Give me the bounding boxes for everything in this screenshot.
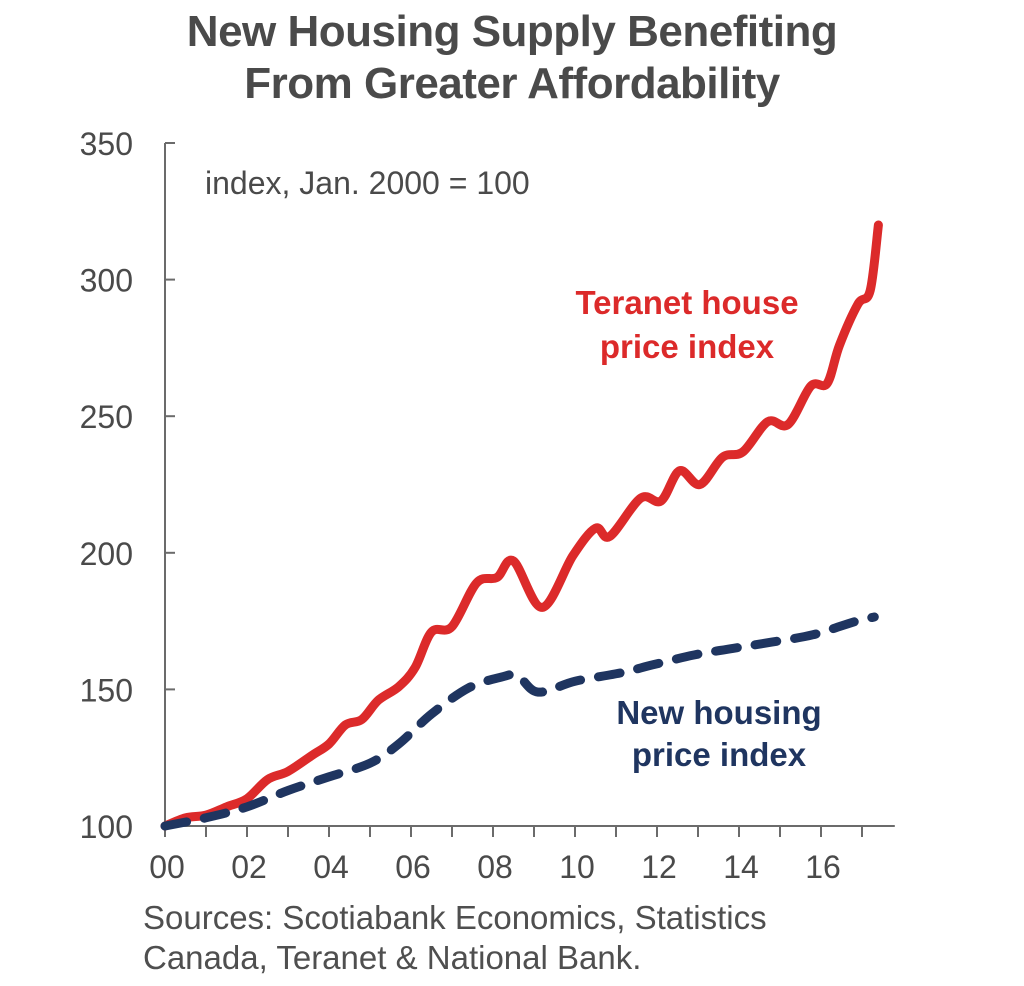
x-tick-label: 10 xyxy=(559,849,595,885)
x-tick-label: 06 xyxy=(395,849,431,885)
y-tick-label: 200 xyxy=(80,536,133,572)
chart-title-line-1: New Housing Supply Benefiting xyxy=(186,7,838,56)
teranet-series-label: Teranet house price index xyxy=(575,284,798,365)
y-tick-label: 250 xyxy=(80,399,133,435)
new-housing-label-line-1: New housing xyxy=(616,694,821,731)
y-tick-label: 150 xyxy=(80,672,133,708)
teranet-label-line-1: Teranet house xyxy=(575,284,798,321)
chart-subtitle: index, Jan. 2000 = 100 xyxy=(205,165,530,201)
x-tick-label: 08 xyxy=(477,849,513,885)
teranet-label-line-2: price index xyxy=(600,328,775,365)
sources-note: Sources: Scotiabank Economics, Statistic… xyxy=(143,898,767,978)
sources-line-2: Canada, Teranet & National Bank. xyxy=(143,939,642,976)
sources-line-1: Sources: Scotiabank Economics, Statistic… xyxy=(143,899,767,936)
new-housing-series-line xyxy=(160,612,879,831)
chart-title: New Housing Supply Benefiting From Great… xyxy=(0,6,1024,110)
y-tick-label: 350 xyxy=(80,126,133,162)
x-tick-label: 00 xyxy=(149,849,185,885)
new-housing-series-label: New housing price index xyxy=(616,694,821,773)
x-tick-label: 12 xyxy=(641,849,677,885)
y-tick-label: 100 xyxy=(80,809,133,845)
x-tick-label: 02 xyxy=(231,849,267,885)
series-lines xyxy=(160,220,883,831)
teranet-series-line xyxy=(160,220,883,831)
x-tick-label: 04 xyxy=(313,849,349,885)
new-housing-label-line-2: price index xyxy=(632,736,807,773)
x-tick-label: 14 xyxy=(723,849,759,885)
y-tick-label: 300 xyxy=(80,263,133,299)
chart-title-line-2: From Greater Affordability xyxy=(244,59,780,108)
x-tick-label: 16 xyxy=(805,849,841,885)
axes: 100 150 200 250 300 350 00 02 04 06 08 10 12 14 16 xyxy=(80,126,895,885)
